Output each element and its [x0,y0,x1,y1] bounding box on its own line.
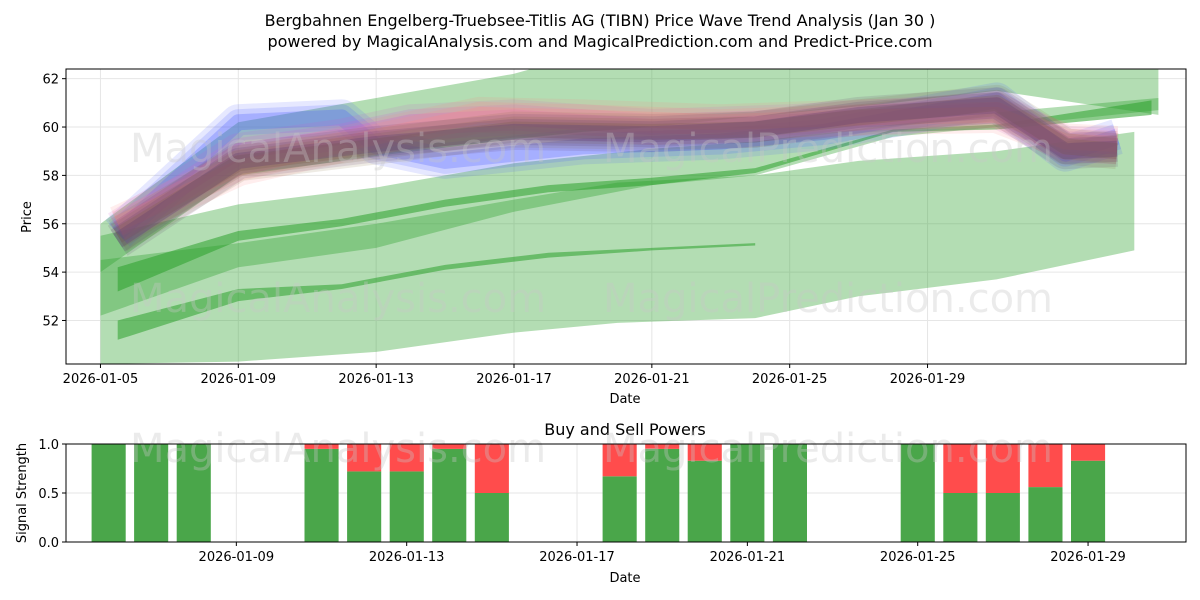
watermark-right: MagicalPrediction.com [603,126,1053,172]
price-grid [66,69,1186,364]
price-panel: MagicalAnalysis.com MagicalPrediction.co… [20,68,1187,407]
price-wave-series [105,82,1123,256]
sell-bar-2026-01-12 [347,444,382,472]
buy-bar-2026-01-28 [1028,487,1063,542]
price-x-tick-label: 2026-01-25 [752,372,828,387]
power-title: Buy and Sell Powers [544,420,706,439]
price-y-ticks: 52 54 56 58 60 62 [42,73,66,329]
price-x-tick-label: 2026-01-21 [614,372,690,387]
sell-bar-2026-01-18 [602,444,637,477]
power-x-tick-label: 2026-01-25 [880,550,956,565]
wave-4-layer-3 [113,94,1118,243]
sell-bar-2026-01-26 [943,444,978,493]
buy-bar-2026-01-20 [687,460,722,542]
buy-bar-2026-01-06 [91,444,126,542]
buy-bar-2026-01-25 [900,444,935,542]
wave-2-layer-1 [107,92,1118,244]
wave-4-layer-2 [111,89,1119,247]
watermark-left: MagicalAnalysis.com [130,126,546,172]
sell-bar-2026-01-15 [474,444,509,493]
price-y-tick-label: 62 [42,73,59,88]
sell-bar-2026-01-13 [389,444,424,472]
buy-bar-2026-01-26 [943,493,978,542]
price-y-tick-label: 54 [42,266,59,281]
green-band-1 [100,69,1159,273]
sell-bar-2026-01-28 [1028,444,1063,488]
power-x-tick-label: 2026-01-21 [710,550,786,565]
buy-bar-2026-01-27 [985,493,1020,542]
power-y-ticks: 0.0 0.5 1.0 [38,438,66,551]
wave-2-layer-2 [110,97,1118,240]
sell-bar-2026-01-14 [432,444,467,449]
power-y-label: Signal Strength [15,443,30,543]
buy-bar-2026-01-07 [134,444,169,542]
watermark-left-2: MagicalAnalysis.com [130,276,546,322]
price-frame [65,68,1187,365]
wave-3-layer-3 [114,106,1118,232]
power-x-tick-label: 2026-01-09 [199,550,275,565]
price-x-tick-label: 2026-01-29 [890,372,966,387]
buy-bar-2026-01-11 [304,448,339,542]
wave-5-layer-1 [107,87,1118,256]
power-y-tick-label: 0.0 [38,536,59,551]
wave-1-layer-2 [108,87,1122,243]
buy-bar-2026-01-18 [602,476,637,542]
price-x-tick-label: 2026-01-09 [201,372,277,387]
power-x-tick-label: 2026-01-13 [369,550,445,565]
wave-3-layer-2 [112,101,1118,236]
wave-1-layer-1 [105,82,1123,247]
buy-bar-2026-01-08 [176,444,211,542]
price-y-tick-label: 56 [42,218,59,233]
power-panel: Buy and Sell Powers MagicalAnalysis.com … [15,420,1187,586]
sell-bar-2026-01-11 [304,444,339,449]
price-x-tick-label: 2026-01-17 [476,372,552,387]
buy-bar-2026-01-12 [347,471,382,542]
price-green-bands [100,69,1159,364]
power-bars [91,444,1106,542]
buy-bar-2026-01-22 [772,444,807,542]
price-x-tick-label: 2026-01-13 [338,372,414,387]
wave-5-layer-2 [110,92,1118,252]
price-x-tick-label: 2026-01-05 [63,372,139,387]
chart-subtitle: powered by MagicalAnalysis.com and Magic… [267,32,932,51]
buy-bar-2026-01-19 [645,448,680,542]
watermark-right-3: MagicalPrediction.com [603,426,1053,472]
sell-bar-2026-01-29 [1071,444,1106,461]
buy-bar-2026-01-14 [432,448,467,542]
buy-bar-2026-01-21 [730,444,765,542]
power-y-tick-label: 1.0 [38,438,59,453]
watermark-right-2: MagicalPrediction.com [603,276,1053,322]
green-line-2 [117,243,756,340]
sell-bar-2026-01-19 [645,444,680,449]
price-y-tick-label: 52 [42,314,59,329]
price-y-tick-label: 60 [42,121,59,136]
wave-4-layer-1 [108,84,1119,252]
buy-bar-2026-01-15 [474,493,509,542]
price-x-ticks: 2026-01-05 2026-01-09 2026-01-13 2026-01-17… [63,364,966,387]
green-line-1 [117,100,1152,292]
wave-5-layer-3 [113,97,1118,248]
wave-3-layer-1 [110,96,1118,241]
green-band-3 [100,131,1135,364]
power-x-tick-label: 2026-01-29 [1050,550,1126,565]
watermark-left-3: MagicalAnalysis.com [130,426,546,472]
price-y-label: Price [20,201,35,233]
sell-bar-2026-01-27 [985,444,1020,493]
sell-bar-2026-01-20 [687,444,722,461]
buy-bar-2026-01-29 [1071,460,1106,542]
wave-1-layer-3 [112,92,1120,240]
power-x-label: Date [609,571,640,586]
chart-title: Bergbahnen Engelberg-Truebsee-Titlis AG … [265,11,936,30]
wave-2-layer-3 [113,102,1118,236]
buy-bar-2026-01-13 [389,471,424,542]
power-x-ticks: 2026-01-09 2026-01-13 2026-01-17 2026-01-21… [199,542,1126,565]
price-x-label: Date [609,392,640,407]
power-y-tick-label: 0.5 [38,487,59,502]
power-x-tick-label: 2026-01-17 [539,550,615,565]
price-y-tick-label: 58 [42,169,59,184]
